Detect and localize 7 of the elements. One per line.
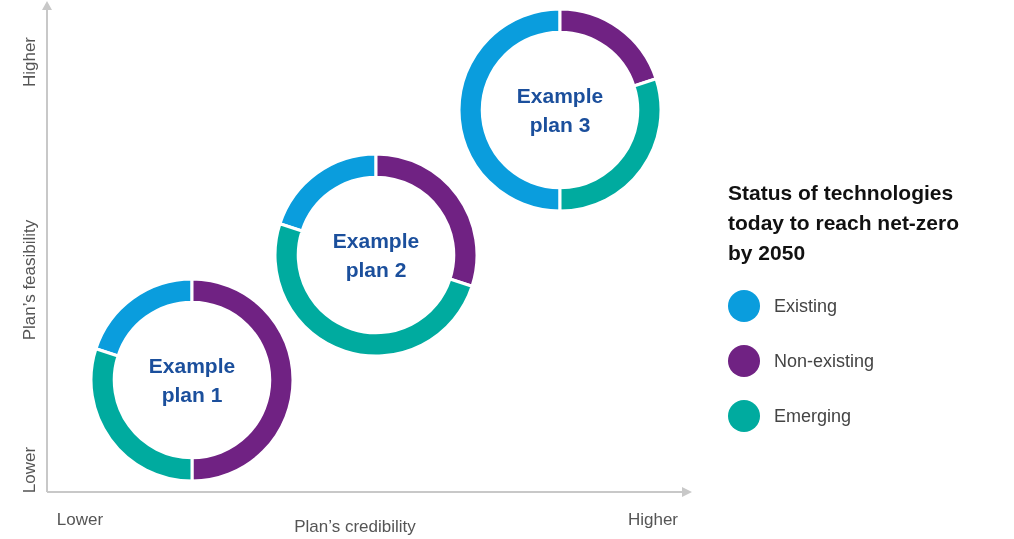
legend-title: Status of technologies today to reach net-zero by 2050 xyxy=(728,180,961,266)
legend-label: Non-existing xyxy=(774,350,875,372)
text: Higher xyxy=(627,510,679,530)
text: Lower xyxy=(56,510,104,530)
legend-label: Existing xyxy=(774,295,838,317)
legend-label: Emerging xyxy=(774,405,852,427)
text: Plan’s credibility xyxy=(294,517,416,537)
